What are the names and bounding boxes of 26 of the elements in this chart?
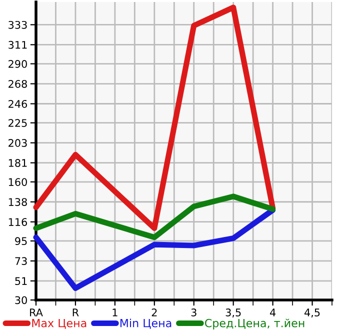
legend-label: Max Цена <box>32 319 86 329</box>
y-tick-label: 290 <box>8 60 27 68</box>
y-tick-label: 268 <box>8 80 27 88</box>
y-tick-label: 333 <box>8 20 27 29</box>
x-tick-label: 2 <box>152 308 157 316</box>
x-tick-label: RA <box>30 308 43 316</box>
x-tick-label: R <box>72 308 79 316</box>
y-tick-label: 160 <box>8 178 27 186</box>
y-tick-label: 181 <box>8 159 27 167</box>
y-tick-label: 30 <box>15 296 27 304</box>
y-tick-label: 73 <box>15 257 27 266</box>
y-tick-label: 203 <box>8 139 27 147</box>
legend-label: Min Цена <box>120 318 172 329</box>
y-tick-label: 225 <box>8 119 27 127</box>
x-tick-label: 3,5 <box>226 308 241 318</box>
y-tick-label: 95 <box>15 237 27 246</box>
x-tick-label: 4,5 <box>304 308 320 318</box>
y-tick-label: 311 <box>8 40 27 49</box>
y-tick-label: 138 <box>8 198 27 206</box>
x-tick-label: 3 <box>191 308 196 316</box>
y-tick-label: 116 <box>8 218 28 226</box>
y-tick-label: 246 <box>8 100 28 108</box>
y-tick-label: 51 <box>15 277 27 286</box>
legend-label: Сред.Цена, т.йен <box>205 318 304 330</box>
x-tick-label: 4 <box>270 308 276 316</box>
x-tick-label: 1 <box>112 308 118 316</box>
